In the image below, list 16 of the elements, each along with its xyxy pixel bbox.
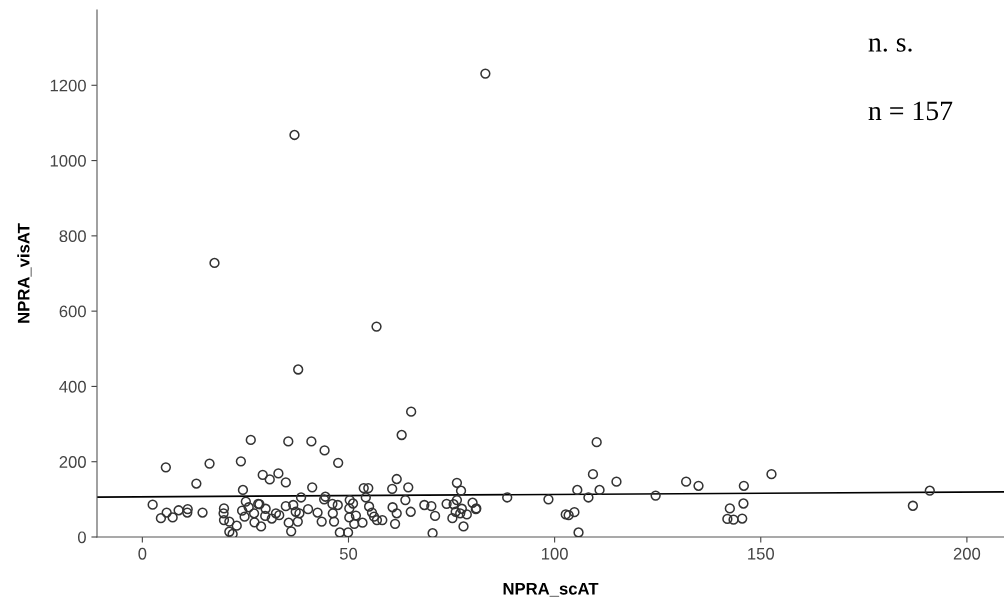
y-tick-label: 400 — [59, 380, 86, 393]
x-tick-label: 0 — [138, 547, 147, 560]
x-axis-title: NPRA_scAT — [503, 583, 599, 597]
x-tick-label: 50 — [339, 547, 358, 560]
x-tick-label: 200 — [953, 547, 981, 560]
y-tick-label: 1200 — [50, 79, 86, 92]
y-tick-label: 200 — [59, 456, 86, 468]
annotation: n. s. — [868, 38, 912, 52]
y-tick-label: 0 — [77, 531, 86, 544]
annotation: n = 157 — [868, 101, 953, 121]
x-tick-label: 150 — [748, 547, 775, 560]
y-tick-label: 1000 — [50, 154, 86, 167]
y-tick-label: 600 — [59, 305, 86, 318]
y-tick-label: 800 — [59, 230, 86, 243]
y-axis-title: NPRA_visAT — [17, 223, 32, 323]
x-tick-label: 100 — [541, 547, 568, 560]
